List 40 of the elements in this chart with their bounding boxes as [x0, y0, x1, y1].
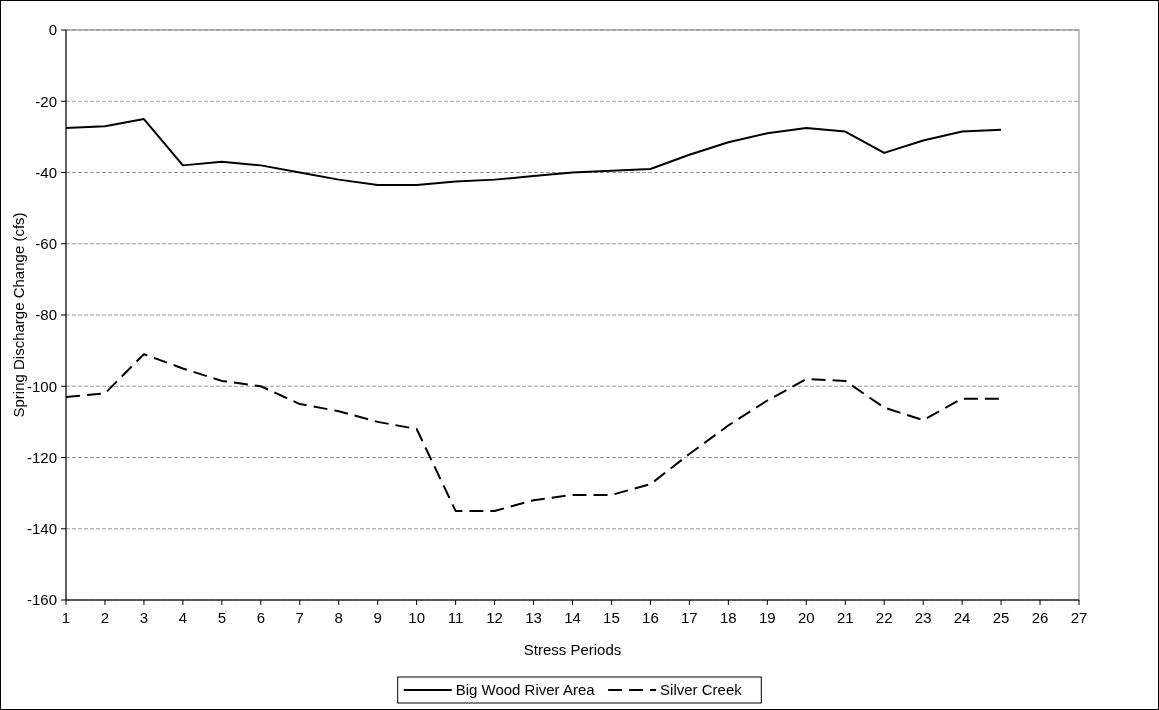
x-tick-label: 22 [875, 609, 893, 626]
x-tick-label: 8 [334, 609, 343, 626]
x-tick-label: 13 [525, 609, 542, 626]
y-axis-title: Spring Discharge Change (cfs) [10, 212, 27, 418]
x-tick-label: 15 [603, 609, 620, 626]
x-tick-label: 23 [914, 609, 932, 626]
x-tick-label: 25 [992, 609, 1010, 626]
x-tick-label: 24 [953, 609, 971, 626]
x-tick-label: 27 [1070, 609, 1088, 626]
x-tick-label: 11 [447, 609, 464, 626]
y-tick-label: -140 [26, 520, 57, 537]
x-tick-label: 5 [217, 609, 227, 626]
x-tick-label: 7 [295, 609, 304, 626]
x-tick-label: 20 [797, 609, 815, 626]
y-tick-label: -160 [26, 591, 57, 609]
x-tick-label: 9 [373, 609, 382, 626]
x-tick-label: 21 [836, 609, 854, 626]
x-axis-title: Stress Periods [523, 641, 622, 658]
x-tick-label: 17 [681, 609, 698, 626]
y-tick-label: 0 [48, 21, 57, 39]
y-tick-label: -40 [35, 163, 57, 181]
legend-label: Big Wood River Area [455, 681, 596, 699]
x-tick-label: 6 [256, 609, 265, 626]
x-tick-label: 3 [139, 609, 149, 626]
x-tick-label: 18 [720, 609, 737, 626]
x-tick-label: 14 [564, 609, 581, 626]
x-tick-label: 26 [1031, 609, 1049, 626]
y-tick-label: -20 [35, 92, 57, 110]
x-tick-label: 19 [758, 609, 776, 626]
legend-label: Silver Creek [660, 681, 743, 699]
y-tick-label: -80 [35, 306, 57, 324]
y-tick-label: -120 [26, 448, 57, 466]
x-tick-label: 16 [642, 609, 659, 626]
x-tick-label: 10 [408, 609, 425, 626]
x-tick-label: 1 [61, 609, 71, 626]
x-tick-label: 4 [178, 609, 188, 626]
y-tick-label: -100 [26, 377, 57, 395]
x-tick-label: 12 [486, 609, 503, 626]
y-tick-label: -60 [35, 235, 57, 252]
x-tick-label: 2 [100, 609, 110, 626]
